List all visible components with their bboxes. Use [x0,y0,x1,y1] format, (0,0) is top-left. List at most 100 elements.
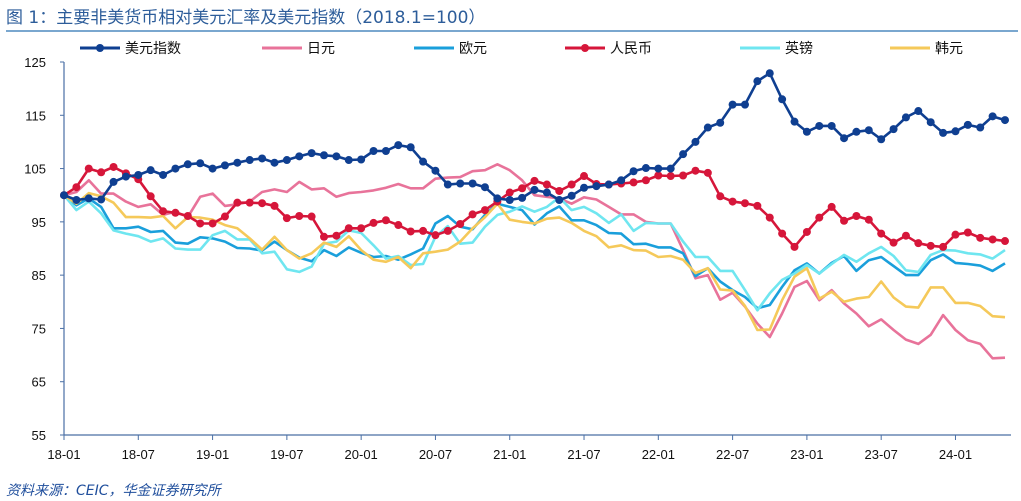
data-point [146,192,155,201]
series-line [63,191,1006,332]
data-point [97,168,106,177]
legend-item: 人民币 [565,41,652,57]
data-point [282,214,291,223]
legend-label: 日元 [307,41,335,57]
data-point [295,211,304,220]
y-tick-label: 55 [32,428,46,443]
data-point [307,212,316,221]
data-point [406,143,415,152]
legend-item: 韩元 [890,41,963,57]
data-point [196,159,205,168]
data-point [220,212,229,221]
data-point [939,242,948,251]
data-point [344,156,353,165]
data-point [654,171,663,180]
data-point [233,198,242,207]
data-point [753,201,762,210]
series-1 [60,69,1009,205]
data-point [629,178,638,187]
x-tick-label: 19-01 [196,447,229,462]
data-point [778,229,787,238]
data-point [258,154,267,163]
data-point [703,168,712,177]
title-divider [6,30,1018,32]
data-point [220,161,229,170]
x-tick-label: 21-07 [567,447,600,462]
data-point [877,135,886,144]
data-point [332,152,341,161]
data-point [332,231,341,240]
legend-label: 欧元 [459,41,487,57]
data-point [134,170,143,179]
data-point [468,210,477,219]
y-tick-label: 115 [25,108,46,123]
data-point [456,219,465,228]
figure-title: 图 1：主要非美货币相对美元汇率及美元指数（2018.1=100） [6,8,486,28]
data-point [109,162,118,171]
x-tick-label: 19-07 [270,447,303,462]
data-point [493,194,502,203]
legend-item: 英镑 [740,40,813,57]
data-point [827,121,836,130]
data-point [357,155,366,164]
data-point [691,137,700,146]
data-point [530,176,539,185]
x-tick-label: 21-01 [493,447,526,462]
data-point [629,167,638,176]
data-point [431,166,440,175]
series-2 [63,163,1006,360]
data-point [901,113,910,122]
data-point [394,221,403,230]
data-point [369,218,378,227]
data-point [307,149,316,158]
data-point [270,158,279,167]
legend-item: 欧元 [414,41,487,57]
y-tick-label: 95 [32,215,46,230]
data-point [555,196,564,205]
x-tick-label: 23-01 [790,447,823,462]
data-point [84,194,93,203]
data-point [914,239,923,248]
data-point [988,235,997,244]
data-point [295,152,304,161]
data-point [976,233,985,242]
data-point [468,179,477,188]
data-point [889,238,898,247]
data-point [765,69,774,78]
data-point [679,150,688,159]
data-point [171,164,180,173]
data-point [84,164,93,173]
data-point [580,172,589,181]
data-point [691,166,700,175]
data-point [815,213,824,222]
data-point [802,127,811,136]
data-point [790,117,799,126]
data-point [567,191,576,200]
data-point [518,184,527,193]
data-point [456,179,465,188]
data-point [419,226,428,235]
data-point [121,172,130,181]
data-point [320,151,329,160]
data-point [159,207,168,216]
data-point [654,164,663,173]
series-line [63,163,1006,360]
data-point [951,230,960,239]
legend-item: 日元 [262,41,335,57]
data-point [877,229,886,238]
data-point [703,123,712,132]
data-point [914,107,923,116]
data-point [369,146,378,155]
data-point [864,126,873,135]
data-point [270,201,279,210]
data-point [988,112,997,121]
data-point [852,211,861,220]
data-point [1001,237,1009,246]
data-point [381,146,390,155]
data-point [530,185,539,194]
data-point [542,188,551,197]
x-tick-label: 22-01 [642,447,675,462]
data-point [864,215,873,224]
